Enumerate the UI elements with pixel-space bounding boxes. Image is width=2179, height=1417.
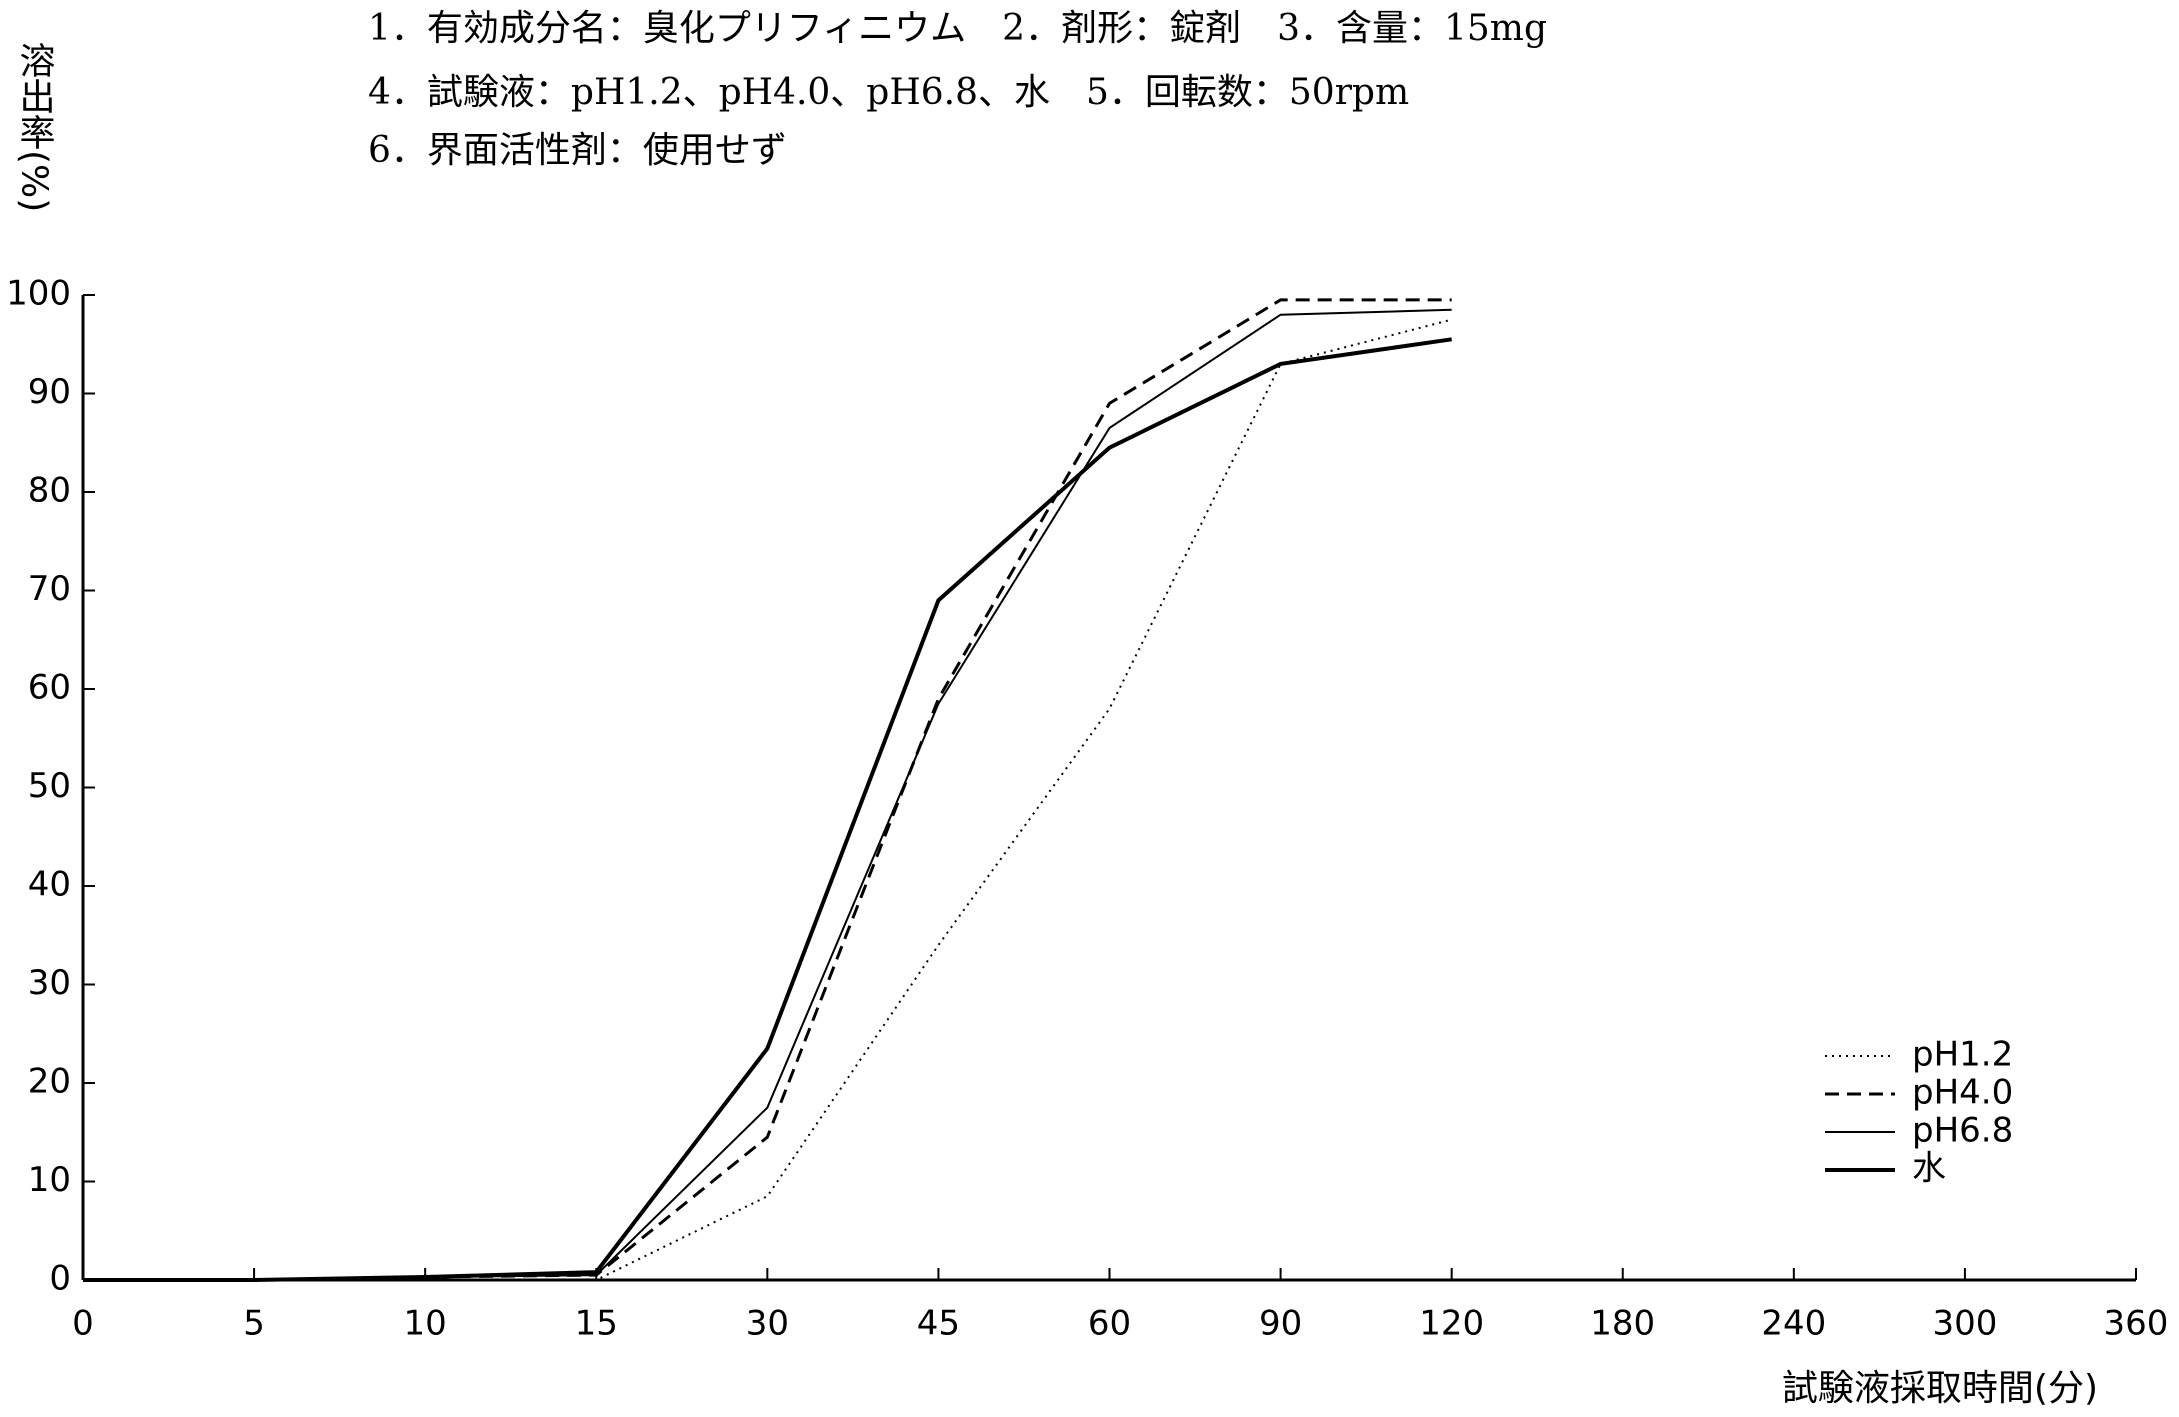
x-axis-label: 試験液採取時間(分) <box>1782 1368 2098 1409</box>
y-tick-label: 80 <box>28 471 71 511</box>
title-line: 1．有効成分名：臭化プリフィニウム 2．剤形：錠剤 3．含量：15mg <box>368 8 1547 49</box>
title-line: 4．試験液：pH1.2、pH4.0、pH6.8、水 5．回転数：50rpm <box>368 72 1409 113</box>
legend-label: pH1.2 <box>1912 1035 2013 1075</box>
y-tick-label: 20 <box>28 1062 71 1102</box>
y-tick-label: 100 <box>6 274 71 314</box>
legend-label: pH6.8 <box>1912 1111 2013 1151</box>
y-tick-label: 30 <box>28 963 71 1003</box>
x-tick-label: 180 <box>1590 1304 1655 1344</box>
y-tick-label: 60 <box>28 668 71 708</box>
x-tick-label: 300 <box>1932 1304 1997 1344</box>
x-tick-label: 120 <box>1419 1304 1484 1344</box>
series-line <box>83 337 1452 1282</box>
y-axis-label: 溶出率(%) <box>14 42 55 213</box>
y-tick-label: 90 <box>28 372 71 412</box>
x-tick-label: 360 <box>2104 1304 2169 1344</box>
x-tick-label: 45 <box>917 1304 960 1344</box>
title-line: 6．界面活性剤：使用せず <box>368 130 787 171</box>
y-tick-label: 50 <box>28 766 71 806</box>
x-tick-label: 30 <box>746 1304 789 1344</box>
y-tick-label: 40 <box>28 865 71 905</box>
x-tick-label: 0 <box>72 1304 94 1344</box>
x-tick-label: 60 <box>1088 1304 1131 1344</box>
y-tick-label: 0 <box>49 1259 71 1299</box>
series-line <box>83 298 1452 1282</box>
y-tick-label: 10 <box>28 1160 71 1200</box>
x-tick-label: 15 <box>575 1304 618 1344</box>
x-tick-label: 5 <box>243 1304 265 1344</box>
legend-label: pH4.0 <box>1912 1073 2013 1113</box>
x-tick-label: 240 <box>1761 1304 1826 1344</box>
x-tick-label: 10 <box>404 1304 447 1344</box>
y-tick-label: 70 <box>28 569 71 609</box>
x-tick-label: 90 <box>1259 1304 1302 1344</box>
legend-label: 水 <box>1912 1149 1946 1189</box>
